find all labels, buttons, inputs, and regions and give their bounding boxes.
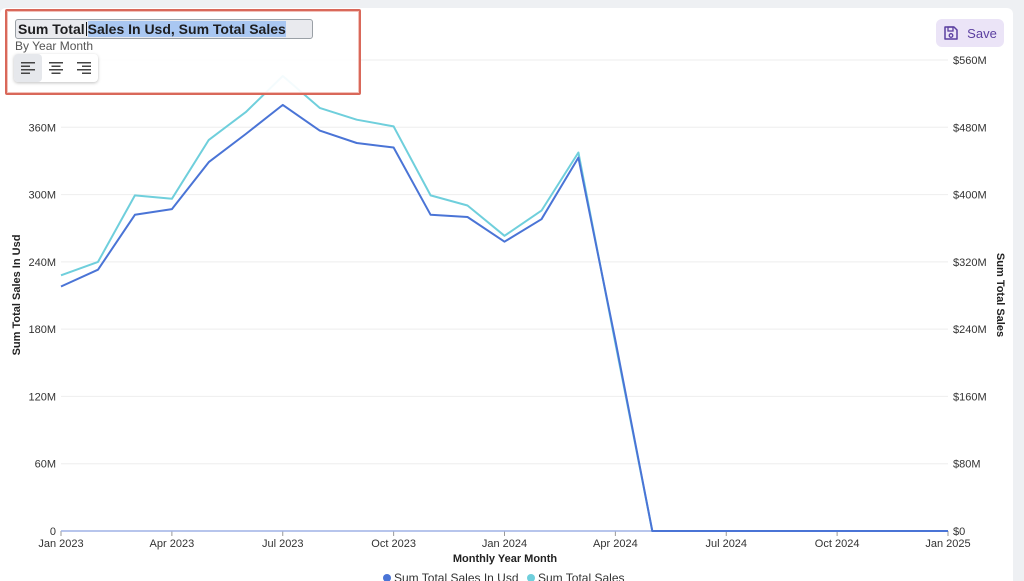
x-axis-tick-label: Oct 2024: [815, 538, 860, 550]
left-axis-title: Sum Total Sales In Usd: [11, 235, 23, 356]
left-axis-tick-label: 120M: [28, 391, 56, 403]
x-axis-tick-label: Jan 2023: [38, 538, 83, 550]
text-cursor-icon: [85, 22, 87, 36]
right-axis-tick-label: $0: [953, 526, 965, 538]
grid-lines: [61, 59, 948, 532]
align-left-icon: [21, 62, 35, 74]
left-axis-tick-label: 360M: [28, 122, 56, 134]
chart-title-input[interactable]: Sum Total Sales In Usd, Sum Total Sales: [15, 19, 313, 39]
align-left-button[interactable]: [14, 54, 42, 82]
left-axis-ticks: 0 60M 120M 180M 240M 300M 360M: [28, 122, 56, 538]
right-axis-tick-label: $320M: [953, 257, 987, 269]
series-line-2[interactable]: [60, 75, 948, 532]
x-axis-tick-label: Apr 2023: [150, 538, 195, 550]
legend: Sum Total Sales In Usd Sum Total Sales: [383, 571, 625, 581]
left-axis-tick-label: 240M: [28, 257, 56, 269]
legend-marker: [527, 574, 535, 581]
x-axis-tick-label: Apr 2024: [593, 538, 638, 550]
align-right-icon: [77, 62, 91, 74]
left-axis-tick-label: 300M: [28, 190, 56, 202]
chart-card: [0, 8, 1013, 581]
legend-label[interactable]: Sum Total Sales In Usd: [394, 571, 519, 581]
series-lines: [60, 75, 948, 532]
x-axis-title: Monthly Year Month: [453, 553, 558, 565]
x-axis-tick-label: Jan 2024: [482, 538, 527, 550]
title-text-unselected: Sum Total: [18, 21, 85, 37]
right-axis-tick-label: $80M: [953, 459, 981, 471]
right-axis-tick-label: $240M: [953, 324, 987, 336]
right-axis-title: Sum Total Sales: [994, 253, 1006, 337]
right-axis-tick-label: $160M: [953, 391, 987, 403]
title-text-selected: Sales In Usd, Sum Total Sales: [87, 21, 286, 37]
save-button[interactable]: Save: [936, 19, 1004, 47]
left-axis-tick-label: 180M: [28, 324, 56, 336]
right-axis-tick-label: $560M: [953, 55, 987, 67]
right-axis-ticks: $0 $80M $160M $240M $320M $400M $480M $560M: [953, 55, 987, 538]
right-axis-tick-label: $400M: [953, 190, 987, 202]
x-axis-tick-label: Oct 2023: [371, 538, 416, 550]
right-axis-tick-label: $480M: [953, 122, 987, 134]
left-axis-tick-label: 0: [50, 526, 56, 538]
chart-subtitle: By Year Month: [15, 39, 94, 53]
chart-title-editor[interactable]: Sum Total Sales In Usd, Sum Total Sales B…: [5, 9, 361, 95]
align-center-button[interactable]: [42, 54, 70, 82]
x-axis-ticks: Jan 2023 Apr 2023 Jul 2023 Oct 2023 Jan 2024…: [38, 531, 971, 550]
x-axis-tick-label: Jul 2024: [705, 538, 747, 550]
legend-label[interactable]: Sum Total Sales: [538, 571, 625, 581]
x-axis-tick-label: Jan 2025: [925, 538, 970, 550]
floppy-disk-icon: [944, 26, 958, 40]
text-align-toolbar: [14, 54, 98, 82]
left-axis-tick-label: 60M: [35, 459, 56, 471]
series-line-1[interactable]: [60, 103, 948, 532]
save-button-label: Save: [967, 25, 997, 41]
x-axis-tick-label: Jul 2023: [262, 538, 304, 550]
align-right-button[interactable]: [70, 54, 98, 82]
legend-marker: [383, 574, 391, 581]
align-center-icon: [49, 62, 63, 74]
